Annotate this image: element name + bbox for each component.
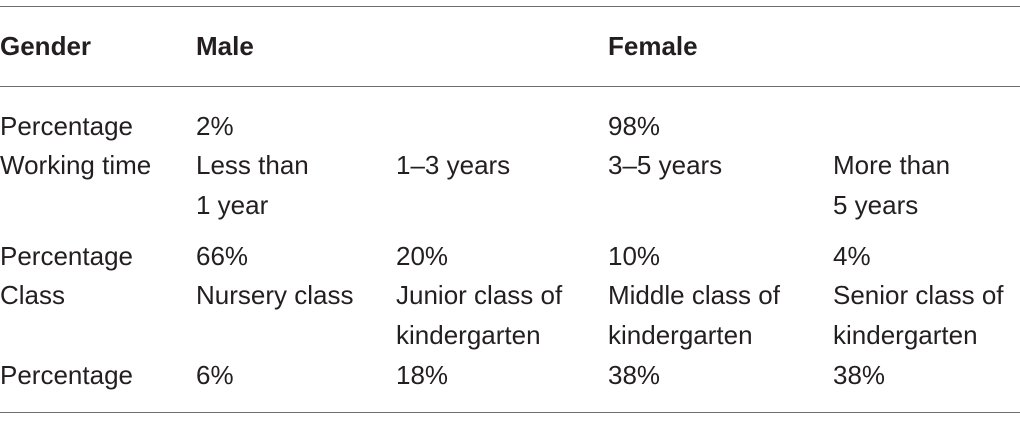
cell-female-percentage: 98% [608,111,661,141]
cell-class-pct-2: 18% [396,360,449,390]
header-gender: Gender [0,31,92,61]
cell-working-pct-1: 66% [196,241,249,271]
cell-working-3-5-years: 3–5 years [608,150,723,180]
top-rule [0,6,1020,7]
row-label-working-time: Working time [0,150,152,180]
header-rule [0,86,1020,87]
cell-male-percentage: 2% [196,111,234,141]
row-label-gender-percentage: Percentage [0,111,133,141]
row-label-working-percentage: Percentage [0,241,133,271]
cell-class-pct-3: 38% [608,360,661,390]
row-label-class-percentage: Percentage [0,360,133,390]
cell-working-pct-2: 20% [396,241,449,271]
cell-class-pct-4: 38% [833,360,886,390]
header-female: Female [608,31,698,61]
cell-working-pct-3: 10% [608,241,661,271]
cell-class-middle: Middle class of kindergarten [608,280,780,350]
header-male: Male [196,31,254,61]
cell-working-more-than-5-years: More than 5 years [833,150,951,220]
cell-working-less-than-1-year: Less than 1 year [196,150,309,220]
cell-class-senior: Senior class of kindergarten [833,280,1004,350]
cell-class-pct-1: 6% [196,360,234,390]
row-label-class: Class [0,280,66,310]
cell-class-nursery: Nursery class [196,280,354,310]
cell-class-junior: Junior class of kindergarten [396,280,563,350]
bottom-rule [0,412,1020,413]
cell-working-pct-4: 4% [833,241,871,271]
cell-working-1-3-years: 1–3 years [396,150,511,180]
